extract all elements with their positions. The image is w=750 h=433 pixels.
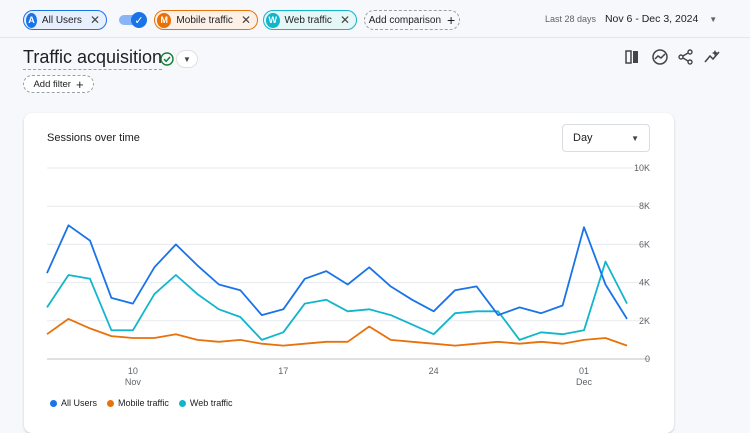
title-menu-button[interactable]: ▼: [176, 50, 198, 68]
insights-icon[interactable]: [651, 48, 669, 66]
date-range-picker[interactable]: Last 28 days Nov 6 - Dec 3, 2024 ▼: [545, 13, 717, 25]
y-tick-label: 8K: [639, 201, 650, 211]
series-line-web-traffic: [46, 260, 628, 341]
chart-legend: All Users Mobile traffic Web traffic: [50, 398, 233, 408]
plus-icon: +: [447, 12, 456, 28]
legend-dot-icon: [50, 399, 57, 407]
plus-icon: +: [75, 76, 84, 92]
caret-down-icon: ▼: [631, 133, 639, 143]
avatar: A: [26, 12, 37, 28]
close-icon[interactable]: ✕: [339, 13, 350, 27]
sessions-chart-card: Sessions over time Day ▼ 0 2K 4K 6K 8K 10K 10 N…: [24, 113, 674, 433]
header-divider: [0, 37, 750, 38]
x-tick-label: 10: [128, 366, 138, 376]
y-tick-label: 2K: [639, 316, 650, 326]
series-line-all-users: [46, 224, 628, 320]
avatar: M: [157, 12, 172, 28]
y-tick-label: 10K: [634, 163, 650, 173]
compare-icon[interactable]: [703, 48, 721, 66]
add-comparison-label: Add comparison: [368, 14, 442, 26]
date-range-value: Nov 6 - Dec 3, 2024: [604, 13, 699, 25]
customize-report-icon[interactable]: [624, 48, 642, 66]
check-icon: ✓: [131, 12, 147, 28]
series-line-mobile-traffic: [46, 317, 628, 347]
close-icon[interactable]: ✕: [89, 13, 100, 27]
x-tick-sublabel: Nov: [125, 377, 142, 387]
legend-label: All Users: [61, 398, 98, 408]
legend-dot-icon: [178, 399, 186, 407]
legend-item[interactable]: Web traffic: [178, 398, 233, 408]
comparison-chip-mobile-traffic[interactable]: M Mobile traffic ✕: [154, 10, 258, 30]
card-title: Sessions over time: [47, 132, 140, 144]
y-tick-label: 4K: [639, 278, 650, 288]
chip-label: Web traffic: [284, 14, 332, 26]
legend-label: Mobile traffic: [118, 398, 169, 408]
page-title[interactable]: Traffic acquisition: [23, 47, 163, 70]
add-filter-label: Add filter: [33, 78, 71, 90]
legend-item[interactable]: Mobile traffic: [107, 398, 169, 408]
x-tick-label: 17: [278, 366, 288, 376]
x-tick-sublabel: Dec: [576, 377, 593, 387]
share-icon[interactable]: [677, 48, 695, 66]
comparison-toggle[interactable]: ✓: [119, 12, 147, 28]
close-icon[interactable]: ✕: [240, 13, 251, 27]
granularity-select[interactable]: Day ▼: [562, 124, 650, 152]
y-tick-label: 6K: [639, 239, 650, 249]
toggle-track: [119, 15, 141, 25]
add-comparison-button[interactable]: Add comparison +: [364, 10, 460, 30]
caret-down-icon: ▼: [183, 54, 191, 64]
legend-label: Web traffic: [189, 398, 233, 408]
legend-item[interactable]: All Users: [50, 398, 97, 408]
date-range-preset: Last 28 days: [545, 14, 597, 24]
comparison-chip-web-traffic[interactable]: W Web traffic ✕: [263, 10, 357, 30]
chevron-down-icon: ▼: [709, 15, 718, 24]
add-filter-button[interactable]: Add filter +: [23, 75, 94, 93]
legend-dot-icon: [107, 399, 115, 407]
x-tick-label: 24: [429, 366, 439, 376]
x-tick-label: 01: [579, 366, 589, 376]
comparison-chip-all-users[interactable]: A All Users ✕: [23, 10, 107, 30]
check-circle-icon: [160, 52, 174, 66]
comparison-bar: A All Users ✕ ✓ M Mobile traffic ✕ W Web…: [0, 0, 750, 40]
avatar: W: [266, 12, 280, 28]
chip-label: All Users: [41, 14, 82, 26]
chip-label: Mobile traffic: [176, 14, 233, 26]
granularity-value: Day: [573, 132, 593, 144]
y-tick-label: 0: [645, 354, 650, 364]
